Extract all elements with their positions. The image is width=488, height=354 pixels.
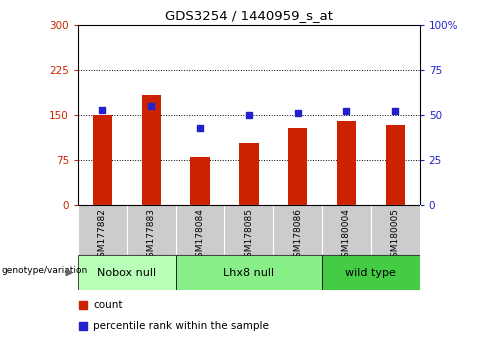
Bar [190, 157, 210, 205]
Text: genotype/variation: genotype/variation [1, 266, 88, 275]
Bar [371, 205, 420, 255]
Text: GSM180004: GSM180004 [342, 208, 351, 263]
Bar [337, 121, 356, 205]
Bar [142, 95, 161, 205]
Text: Nobox null: Nobox null [97, 268, 157, 278]
Bar [176, 255, 322, 290]
Text: GSM177882: GSM177882 [98, 208, 107, 263]
Title: GDS3254 / 1440959_s_at: GDS3254 / 1440959_s_at [165, 9, 333, 22]
Bar [78, 255, 176, 290]
Bar [288, 128, 307, 205]
Bar [322, 255, 420, 290]
Bar [386, 125, 405, 205]
Text: GSM178086: GSM178086 [293, 208, 302, 263]
Text: GSM180005: GSM180005 [391, 208, 400, 263]
Point [245, 112, 253, 118]
Bar [322, 205, 371, 255]
Point [343, 109, 350, 114]
Bar [239, 143, 259, 205]
Bar [273, 205, 322, 255]
Bar [224, 205, 273, 255]
Text: GSM178085: GSM178085 [244, 208, 253, 263]
Point [196, 125, 204, 131]
Point [294, 110, 302, 116]
Text: wild type: wild type [346, 268, 396, 278]
Bar [93, 115, 112, 205]
Bar [78, 205, 127, 255]
Text: Lhx8 null: Lhx8 null [224, 268, 274, 278]
Text: percentile rank within the sample: percentile rank within the sample [94, 321, 269, 331]
Bar [176, 205, 224, 255]
Text: count: count [94, 300, 123, 310]
Point [147, 103, 155, 109]
Bar [127, 205, 176, 255]
Text: GSM178084: GSM178084 [196, 208, 204, 263]
Text: GSM177883: GSM177883 [147, 208, 156, 263]
Point [391, 109, 399, 114]
Point [99, 107, 106, 113]
